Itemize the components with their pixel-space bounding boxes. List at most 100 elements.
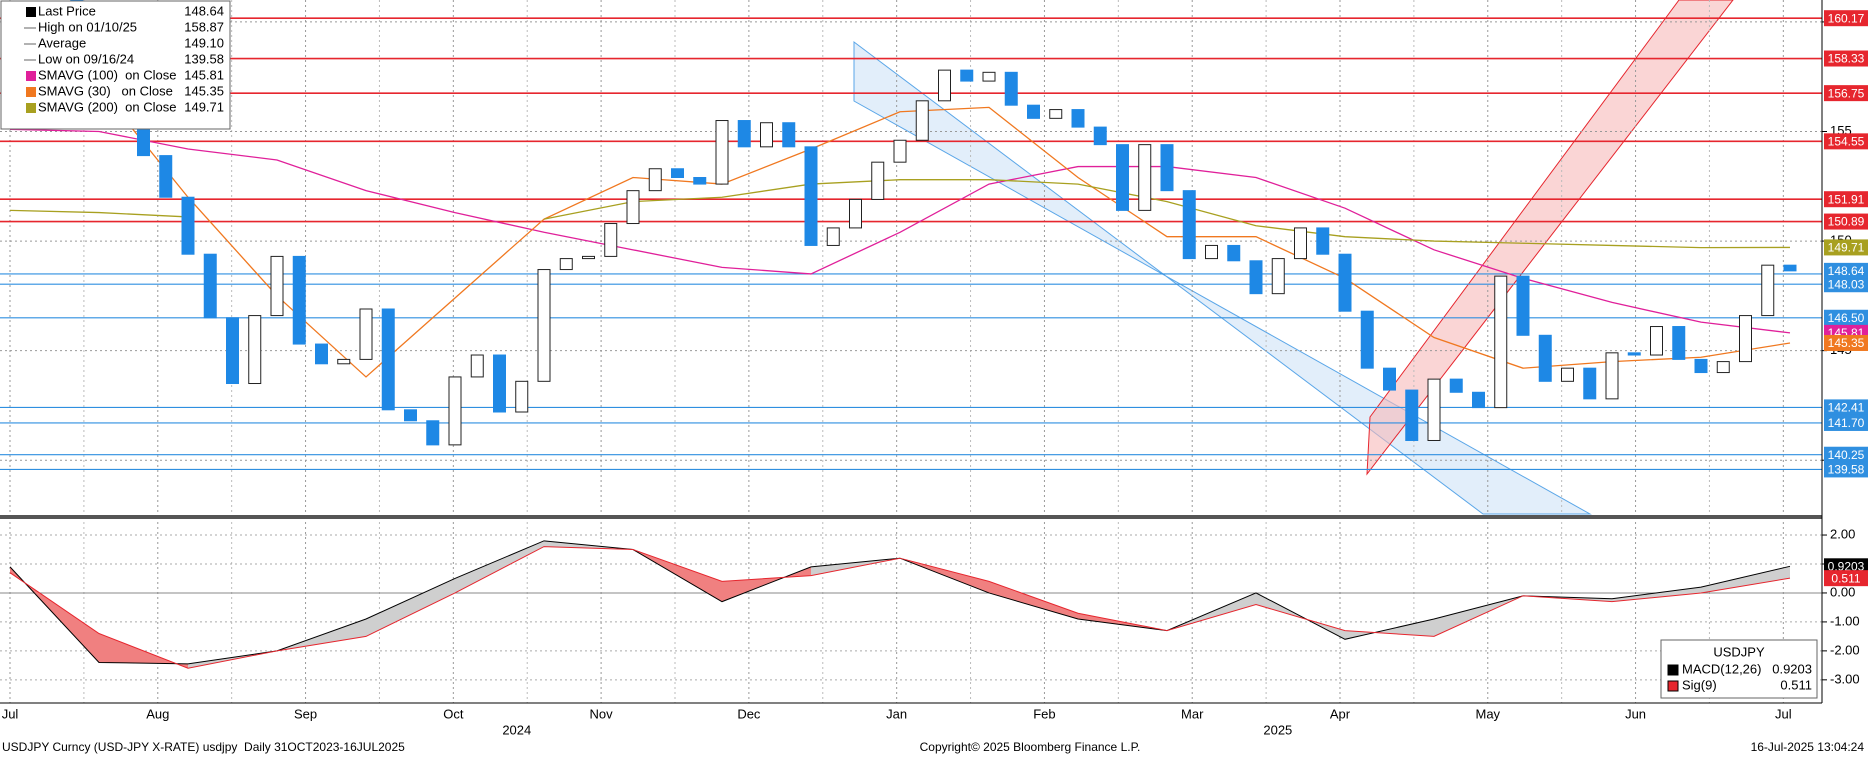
candle xyxy=(849,198,862,229)
candle xyxy=(1138,144,1152,211)
moving-average-line xyxy=(9,128,1791,334)
candle xyxy=(248,315,262,385)
last-price-tag: 148.64 xyxy=(1828,264,1865,278)
candle xyxy=(804,146,818,246)
legend-value: 0.511 xyxy=(1780,677,1812,692)
footer-center: Copyright© 2025 Bloomberg Finance L.P. xyxy=(920,740,1141,754)
macd-tag: 0.511 xyxy=(1831,571,1860,585)
level-tag: 140.25 xyxy=(1828,448,1865,462)
candle xyxy=(648,168,662,192)
candle xyxy=(1316,227,1330,255)
y-tick-label: 0.00 xyxy=(1830,584,1855,599)
legend-value: 158.87 xyxy=(184,19,224,34)
candle xyxy=(938,69,951,102)
macd-fill xyxy=(1701,566,1790,593)
candle xyxy=(181,196,195,255)
candle xyxy=(448,376,462,446)
candle xyxy=(982,71,996,82)
candle xyxy=(315,343,328,365)
candle xyxy=(1294,227,1307,260)
candle xyxy=(1004,71,1018,106)
x-tick-label: Jul xyxy=(1775,706,1792,721)
candle xyxy=(693,177,707,185)
candle xyxy=(960,69,974,82)
candle xyxy=(1027,104,1040,119)
macd-fill xyxy=(1345,619,1434,640)
candle xyxy=(1227,244,1241,262)
candle xyxy=(1271,258,1285,295)
x-tick-label: Oct xyxy=(443,706,464,721)
candle xyxy=(1116,144,1129,211)
macd-legend: USDJPY xyxy=(1660,639,1818,699)
candle xyxy=(1093,126,1107,146)
level-tag-box xyxy=(1824,191,1868,208)
level-tag: 139.58 xyxy=(1828,463,1865,477)
candle xyxy=(782,122,796,148)
candle xyxy=(1472,391,1485,409)
macd-fill xyxy=(366,578,455,637)
level-tag-box xyxy=(1824,213,1868,230)
x-tick-label: Mar xyxy=(1181,706,1204,721)
level-tag-box xyxy=(1824,461,1868,478)
macd-tag: 0.9203 xyxy=(1828,559,1865,573)
candle xyxy=(1338,253,1352,312)
candle xyxy=(871,161,885,200)
candle xyxy=(1739,315,1752,363)
candle xyxy=(537,269,551,382)
legend-label: SMAVG (200) on Close xyxy=(38,99,176,114)
candle xyxy=(1071,109,1085,128)
legend-label: Average xyxy=(38,35,86,50)
candle xyxy=(137,124,150,157)
legend-value: 139.58 xyxy=(184,51,224,66)
candle xyxy=(1672,326,1686,360)
moving-average-line xyxy=(9,179,1791,249)
ma-tag: 145.35 xyxy=(1828,336,1865,350)
candle xyxy=(582,255,595,260)
x-tick-label: Sep xyxy=(294,706,317,721)
level-tag-box xyxy=(1824,399,1868,416)
macd-fill xyxy=(989,581,1078,620)
level-tag-box xyxy=(1824,85,1868,102)
candle xyxy=(292,255,306,345)
last-price-tag-box xyxy=(1824,262,1868,279)
level-tag-box xyxy=(1824,276,1868,293)
candle xyxy=(1049,109,1063,119)
candle xyxy=(626,190,640,225)
macd-fill xyxy=(1612,587,1701,602)
legend-swatch xyxy=(26,103,36,113)
candle xyxy=(426,420,440,446)
y-tick-label: -1.00 xyxy=(1830,613,1860,628)
candle xyxy=(737,120,751,148)
x-tick-label: Feb xyxy=(1033,706,1055,721)
x-tick-label: Apr xyxy=(1330,706,1351,721)
candle xyxy=(381,308,395,411)
level-tag: 154.55 xyxy=(1828,135,1865,149)
candle xyxy=(1783,264,1797,272)
legend-swatch xyxy=(26,7,36,17)
x-tick-label: Dec xyxy=(737,706,761,721)
candle xyxy=(404,409,417,422)
candle xyxy=(1761,264,1775,317)
x-tick-label: Nov xyxy=(590,706,614,721)
y-tick-label: -3.00 xyxy=(1830,671,1860,686)
level-tag: 141.70 xyxy=(1828,416,1865,430)
candle xyxy=(1561,367,1574,382)
candle xyxy=(826,227,840,246)
legend-title: USDJPY xyxy=(1713,644,1765,659)
candle xyxy=(604,223,618,257)
level-tag-box xyxy=(1824,309,1868,326)
candle xyxy=(915,100,929,141)
candle xyxy=(1360,310,1374,369)
footer-left: USDJPY Curncy (USD-JPY X-RATE) usdjpy Da… xyxy=(2,740,405,754)
x-tick-label: Jun xyxy=(1625,706,1646,721)
legend-label: SMAVG (30) on Close xyxy=(38,83,173,98)
candle xyxy=(1160,144,1174,192)
moving-average-line xyxy=(9,32,1791,378)
candle xyxy=(1516,275,1530,336)
legend-value: 145.81 xyxy=(184,67,224,82)
level-tag: 156.75 xyxy=(1828,86,1865,100)
legend-label: Last Price xyxy=(38,3,96,18)
candle xyxy=(1449,378,1463,393)
candle xyxy=(1650,326,1663,356)
